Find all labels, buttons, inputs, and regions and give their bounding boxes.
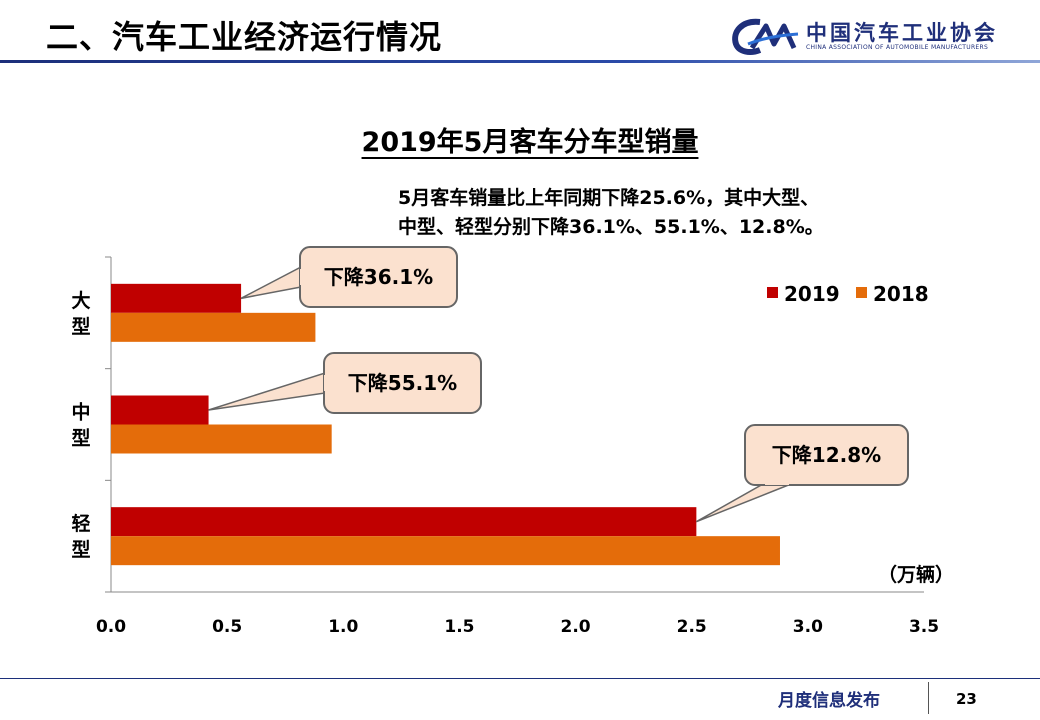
bar-2018-2 <box>111 424 332 454</box>
logo-chinese-name: 中国汽车工业协会 <box>806 21 998 45</box>
bar-2018-1 <box>111 312 316 342</box>
summary-note: 5月客车销量比上年同期下降25.6%，其中大型、 中型、轻型分别下降36.1%、… <box>398 187 824 238</box>
footer-divider <box>0 678 1040 679</box>
category-label-3-char-2: 型 <box>71 538 90 561</box>
callout-text-2: 下降55.1% <box>348 371 457 395</box>
category-label-1-char-2: 型 <box>71 315 90 338</box>
callout-join-2 <box>324 375 328 391</box>
title-divider <box>0 60 1040 63</box>
page-number: 23 <box>956 690 977 708</box>
chart-legend: 2019 2018 <box>767 282 929 306</box>
footer-text: 月度信息发布 <box>778 691 880 711</box>
legend-swatch-2019 <box>767 287 778 298</box>
legend-swatch-2018 <box>856 287 867 298</box>
callout-pointer-2 <box>208 371 326 411</box>
legend-label-2019: 2019 <box>784 282 840 306</box>
legend-label-2018: 2018 <box>873 282 929 306</box>
bar-2019-1 <box>111 283 242 313</box>
callout-2: 下降55.1% <box>208 352 482 414</box>
x-tick-label: 3.5 <box>909 617 939 637</box>
x-tick-label: 2.5 <box>677 617 707 637</box>
callout-pointer-3 <box>695 483 792 523</box>
callouts: 下降36.1% 下降55.1% 下降12.8% <box>208 246 909 523</box>
x-tick-label: 0.5 <box>212 617 242 637</box>
callout-3: 下降12.8% <box>695 424 909 523</box>
callout-text-1: 下降36.1% <box>324 265 433 289</box>
x-tick-labels: 0.0 0.5 1.0 1.5 2.0 2.5 3.0 3.5 <box>96 617 939 637</box>
category-label-1-char-1: 大 <box>71 289 90 312</box>
callout-join-1 <box>300 269 304 285</box>
chart-bars <box>111 283 780 566</box>
callout-join-3 <box>765 481 789 485</box>
logo-english-name: CHINA ASSOCIATION OF AUTOMOBILE MANUFACT… <box>806 44 989 51</box>
bar-2019-3 <box>111 507 697 537</box>
callout-pointer-1 <box>240 265 302 300</box>
bar-2018-3 <box>111 536 780 566</box>
x-tick-label: 2.0 <box>561 617 591 637</box>
x-tick-label: 0.0 <box>96 617 126 637</box>
unit-label: （万辆） <box>878 563 954 586</box>
caam-logo: 中国汽车工业协会 CHINA ASSOCIATION OF AUTOMOBILE… <box>728 14 1018 58</box>
bar-2019-2 <box>111 395 209 425</box>
page-title: 二、汽车工业经济运行情况 <box>46 18 443 56</box>
category-label-2-char-1: 中 <box>71 401 90 424</box>
chart-title: 2019年5月客车分车型销量 <box>361 127 699 158</box>
x-tick-label: 3.0 <box>793 617 823 637</box>
callout-box-3 <box>744 424 909 486</box>
callout-text-3: 下降12.8% <box>772 443 881 467</box>
category-label-3-char-1: 轻 <box>71 512 90 535</box>
x-tick-label: 1.0 <box>328 617 358 637</box>
callout-1: 下降36.1% <box>240 246 458 308</box>
category-label-2-char-2: 型 <box>71 427 90 450</box>
caam-logo-mark-icon <box>732 18 799 55</box>
footer-separator <box>928 682 929 714</box>
x-tick-label: 1.5 <box>444 617 474 637</box>
